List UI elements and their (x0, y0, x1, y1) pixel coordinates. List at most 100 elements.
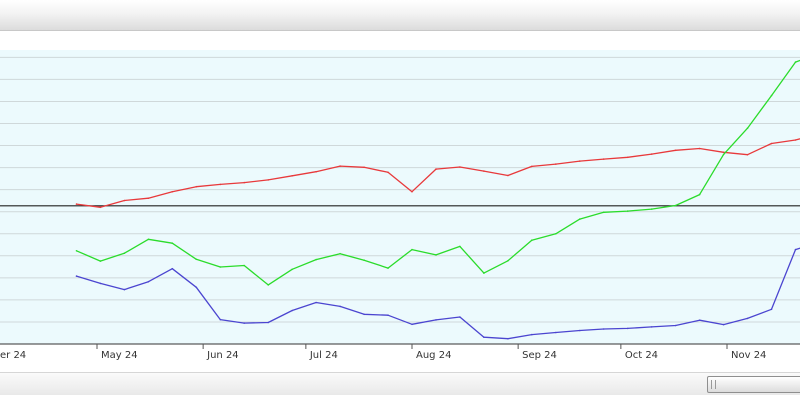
x-axis-ticks: er 24 May 24 Jun 24 Jul 24 Aug 24 Sep 24 Oct 2… (0, 344, 766, 361)
series-1-point (650, 153, 653, 155)
navigator-scroll-handle[interactable] (707, 376, 800, 393)
series-1-point (531, 165, 533, 168)
series-3-point (746, 317, 749, 320)
series-3-point (507, 337, 509, 340)
series-2-point (267, 284, 270, 286)
series-3-point (123, 288, 126, 291)
series-3-point (483, 336, 485, 339)
series-2-point (363, 259, 365, 262)
series-2-point (411, 248, 413, 251)
series-2-point (435, 254, 437, 256)
series-3-point (219, 318, 222, 321)
series-3-point (626, 327, 629, 330)
series-3-point (674, 324, 677, 327)
series-2-point (123, 252, 126, 254)
x-tick-label: Sep 24 (522, 350, 557, 361)
series-1-point (722, 151, 725, 154)
series-1-point (411, 190, 413, 193)
series-3-point (75, 275, 78, 277)
series-1-point (267, 179, 270, 181)
series-1-point (435, 168, 437, 170)
series-3-point (363, 313, 365, 316)
series-2-point (195, 258, 198, 261)
series-3-point (435, 319, 437, 321)
series-2-point (626, 210, 629, 212)
series-3-point (99, 282, 102, 285)
series-1-point (746, 153, 749, 156)
series-2-point (291, 268, 294, 271)
series-1-point (291, 175, 294, 177)
series-2-point (555, 233, 557, 235)
series-1-point (147, 197, 150, 199)
series-1-point (459, 166, 461, 168)
x-tick-label: Aug 24 (416, 350, 451, 361)
series-2-point (315, 258, 317, 261)
navigator-scroll-track[interactable] (0, 372, 800, 395)
series-1-point (626, 156, 629, 159)
x-tick-label: Jun 24 (206, 350, 239, 361)
series-3-point (579, 329, 581, 332)
series-1-point (195, 185, 198, 188)
series-1-point (75, 203, 78, 205)
series-2-point (531, 239, 533, 241)
series-3-point (698, 319, 701, 322)
series-3-point (602, 328, 605, 330)
series-2-point (75, 250, 78, 252)
series-1-point (363, 166, 365, 169)
series-1-point (794, 139, 797, 141)
series-3-point (794, 248, 797, 251)
series-line-2 (76, 59, 800, 286)
x-tick-label: Nov 24 (731, 350, 766, 361)
series-1-point (171, 190, 174, 193)
x-tick-label: Jul 24 (309, 350, 338, 361)
plot-area (0, 50, 800, 344)
series-3-point (650, 326, 653, 328)
series-2-point (579, 218, 581, 220)
series-3-point (171, 267, 174, 270)
series-3-point (315, 301, 317, 304)
series-1-point (555, 163, 557, 165)
series-2-point (459, 245, 461, 248)
series-1-point (339, 165, 341, 167)
series-3-point (243, 322, 245, 324)
series-3-point (722, 323, 725, 326)
x-tick-label: May 24 (101, 350, 138, 361)
x-tick-label: Oct 24 (625, 350, 658, 361)
series-2-point (698, 193, 701, 196)
series-line-1 (76, 138, 800, 208)
series-2-point (387, 267, 389, 269)
series-1-point (507, 174, 509, 177)
series-3-point (531, 333, 533, 336)
series-3-point (339, 305, 341, 308)
series-3-point (555, 331, 557, 334)
gridlines (0, 56, 800, 345)
series-2-point (602, 211, 605, 214)
series-2-point (483, 272, 485, 274)
series-1-point (243, 181, 245, 184)
x-tick-label: er 24 (0, 350, 26, 361)
series-2-point (794, 61, 797, 63)
series-3-point (267, 321, 270, 324)
series-3-point (770, 308, 773, 311)
series-2-point (243, 264, 245, 267)
series-3-point (195, 286, 198, 289)
series-1-point (579, 160, 581, 162)
series-1-point (387, 171, 389, 174)
series-1-point (315, 170, 317, 173)
series-2-point (650, 208, 653, 210)
series-2-point (219, 266, 222, 268)
series-1-point (219, 183, 222, 186)
series-2-point (770, 94, 773, 97)
series-1-point (674, 149, 677, 152)
series-1-point (602, 158, 605, 160)
series-1-point (698, 147, 701, 150)
series-2-point (99, 260, 102, 262)
series-3-point (459, 316, 461, 318)
series-2-point (171, 242, 174, 244)
chart-toolbar (0, 0, 800, 31)
series-3-point (147, 280, 150, 283)
series-1-point (770, 142, 773, 145)
series-2-point (339, 252, 341, 255)
series-1-point (123, 199, 126, 202)
